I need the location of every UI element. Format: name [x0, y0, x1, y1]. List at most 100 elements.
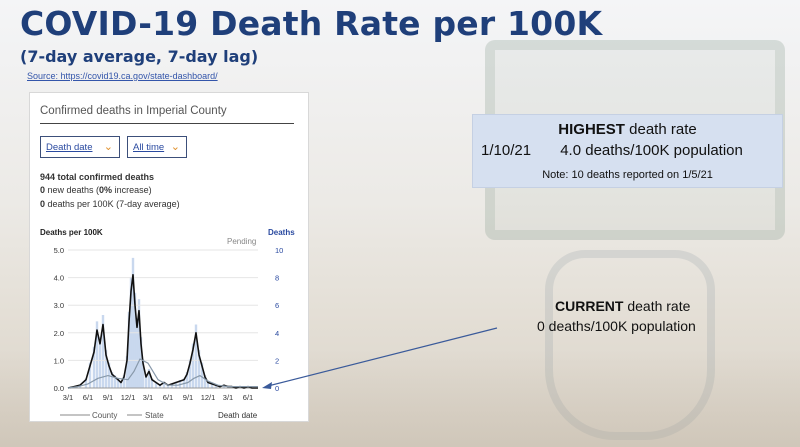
total-deaths-value: 944 [40, 172, 56, 182]
daily-bar [119, 381, 123, 388]
death-rate-label: deaths per 100K (7-day average) [45, 199, 180, 209]
series-line-state [67, 358, 258, 389]
x-tick: 9/1 [183, 393, 193, 402]
daily-bar [122, 375, 126, 388]
daily-bar [144, 375, 148, 388]
daily-bar [113, 375, 117, 388]
y-tick-left: 2.0 [54, 329, 64, 338]
daily-bar [188, 359, 192, 388]
highest-rate-title: HIGHEST death rate [473, 121, 782, 138]
x-tick: 3/1 [63, 393, 73, 402]
series-line-county [67, 274, 258, 389]
daily-bar [158, 384, 162, 388]
daily-bar [116, 378, 120, 388]
daily-bar [110, 372, 114, 388]
x-tick: 12/1 [201, 393, 216, 402]
daily-bar [98, 337, 102, 388]
daily-bar [137, 299, 141, 388]
daily-bar [92, 346, 96, 388]
new-deaths-label: new deaths ( [45, 185, 100, 195]
x-tick: 6/1 [243, 393, 253, 402]
new-deaths-stat: 0 new deaths (0% increase) [40, 185, 152, 195]
legend-county: County [92, 411, 117, 420]
y-tick-left: 1.0 [54, 356, 64, 365]
death-date-dropdown-label: Death date [46, 142, 93, 153]
highest-rate-note: Note: 10 deaths reported on 1/5/21 [542, 169, 713, 181]
y-tick-left: 5.0 [54, 246, 64, 255]
x-tick: 9/1 [103, 393, 113, 402]
x-tick: 12/1 [121, 393, 136, 402]
chevron-down-icon: ⌄ [103, 141, 113, 153]
daily-bar [101, 314, 105, 388]
daily-bar [214, 384, 218, 388]
daily-bar [104, 349, 108, 388]
daily-bar [194, 324, 198, 388]
x-tick: 6/1 [163, 393, 173, 402]
slide-title: COVID-19 Death Rate per 100K [20, 4, 603, 43]
current-rate-bold: CURRENT [555, 298, 624, 314]
current-rate-value: 0 deaths/100K population [537, 318, 696, 334]
daily-bar [178, 380, 182, 388]
highest-rate-rest: death rate [624, 121, 697, 138]
new-deaths-tail: increase) [112, 185, 152, 195]
new-deaths-pct: 0% [99, 185, 113, 195]
daily-bar [206, 381, 210, 388]
background-route-shield [545, 250, 715, 440]
pending-label: Pending [227, 237, 256, 246]
daily-bar [133, 292, 137, 388]
slide-subtitle: (7-day average, 7-day lag) [20, 47, 259, 66]
y-axis-right-label: Deaths [268, 228, 295, 237]
death-rate-stat: 0 deaths per 100K (7-day average) [40, 199, 180, 209]
daily-bar [191, 343, 195, 388]
daily-bar [127, 311, 131, 388]
time-range-dropdown-label: All time [133, 142, 165, 153]
daily-bar [185, 372, 189, 388]
y-tick-right: 10 [275, 246, 283, 255]
total-deaths-label: total confirmed deaths [55, 172, 155, 182]
total-deaths-stat: 944 total confirmed deaths [40, 172, 154, 182]
daily-bar [166, 384, 170, 388]
daily-bar [139, 337, 143, 388]
y-tick-right: 0 [275, 384, 279, 393]
legend-state: State [145, 411, 164, 420]
y-tick-right: 6 [275, 301, 279, 310]
daily-bar [147, 368, 151, 388]
x-axis-label: Death date [218, 411, 258, 420]
deaths-chart: Deaths per 100K Deaths Pending 0.0 1.0 2.0… [40, 228, 295, 420]
new-deaths-value: 0 [40, 185, 46, 195]
y-tick-right: 2 [275, 356, 279, 365]
x-tick: 3/1 [143, 393, 153, 402]
death-rate-value: 0 [40, 199, 46, 209]
x-tick: 3/1 [223, 393, 233, 402]
death-date-dropdown[interactable]: Death date ⌄ [40, 136, 120, 158]
daily-bar [162, 381, 166, 388]
y-tick-left: 3.0 [54, 301, 64, 310]
y-tick-left: 4.0 [54, 274, 64, 283]
daily-bar [154, 381, 158, 388]
daily-bar [131, 257, 135, 388]
y-tick-right: 8 [275, 274, 279, 283]
daily-bar [141, 359, 145, 388]
daily-bar [197, 349, 201, 388]
dashboard-panel: Confirmed deaths in Imperial County Deat… [29, 92, 309, 422]
highest-rate-box: HIGHEST death rate 1/10/21 4.0 deaths/10… [472, 114, 783, 188]
source-link[interactable]: Source: https://covid19.ca.gov/state-das… [27, 71, 218, 81]
daily-bar [125, 356, 129, 388]
x-tick: 6/1 [83, 393, 93, 402]
current-rate-rest: death rate [623, 298, 691, 314]
daily-bar [203, 375, 207, 388]
time-range-dropdown[interactable]: All time ⌄ [127, 136, 187, 158]
highest-rate-bold: HIGHEST [558, 121, 625, 138]
daily-bar [210, 383, 214, 388]
daily-bar [150, 378, 154, 388]
daily-bar [84, 378, 88, 388]
y-axis-left-label: Deaths per 100K [40, 228, 103, 237]
highest-rate-value: 1/10/21 4.0 deaths/100K population [481, 142, 743, 159]
chevron-down-icon: ⌄ [170, 141, 180, 153]
daily-bar [95, 321, 99, 388]
daily-bar [88, 362, 92, 388]
daily-bar [200, 362, 204, 388]
current-rate-title: CURRENT death rate [555, 298, 690, 314]
y-tick-left: 0.0 [54, 384, 64, 393]
y-tick-right: 4 [275, 329, 279, 338]
